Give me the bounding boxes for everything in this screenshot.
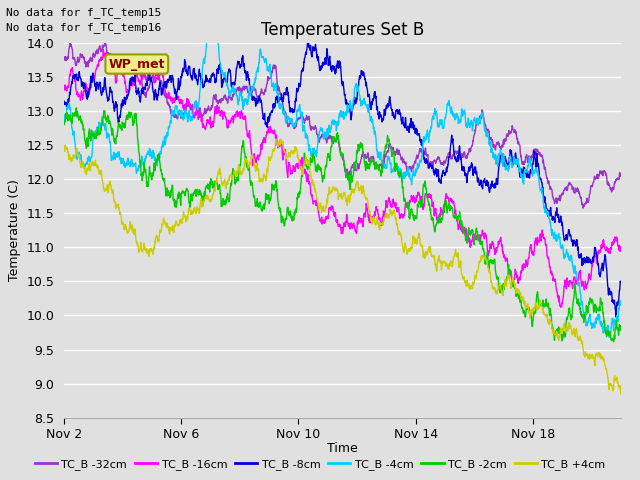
TC_B -32cm	[579, 205, 587, 211]
TC_B -2cm	[601, 325, 609, 331]
TC_B -16cm	[60, 84, 68, 90]
TC_B -32cm	[89, 52, 97, 58]
TC_B -4cm	[211, 20, 218, 26]
TC_B -16cm	[88, 79, 96, 85]
TC_B -32cm	[331, 139, 339, 144]
TC_B -16cm	[99, 47, 107, 52]
TC_B -16cm	[617, 244, 625, 250]
TC_B -32cm	[499, 144, 506, 150]
TC_B -32cm	[617, 173, 625, 179]
TC_B -16cm	[499, 250, 506, 256]
TC_B -2cm	[89, 132, 97, 138]
TC_B -4cm	[601, 321, 609, 327]
TC_B -32cm	[67, 40, 74, 46]
TC_B -16cm	[331, 211, 339, 216]
TC_B +4cm	[617, 391, 625, 396]
Line: TC_B -4cm: TC_B -4cm	[64, 23, 621, 337]
TC_B -2cm	[60, 122, 68, 128]
Title: Temperatures Set B: Temperatures Set B	[260, 21, 424, 39]
TC_B +4cm	[316, 201, 324, 206]
TC_B -2cm	[72, 105, 80, 111]
TC_B -4cm	[88, 147, 96, 153]
Line: TC_B -16cm: TC_B -16cm	[64, 49, 621, 307]
TC_B -32cm	[602, 169, 609, 175]
TC_B -2cm	[601, 324, 609, 330]
TC_B -8cm	[499, 161, 506, 167]
TC_B +4cm	[277, 136, 285, 142]
TC_B -8cm	[316, 68, 324, 73]
TC_B -4cm	[617, 299, 625, 305]
TC_B -16cm	[601, 245, 609, 251]
TC_B -4cm	[499, 163, 506, 169]
TC_B +4cm	[499, 290, 506, 296]
TC_B -32cm	[316, 134, 324, 140]
Line: TC_B -2cm: TC_B -2cm	[64, 108, 621, 342]
TC_B +4cm	[601, 362, 609, 368]
TC_B -32cm	[60, 57, 68, 63]
TC_B -32cm	[601, 168, 609, 174]
TC_B -4cm	[601, 327, 609, 333]
TC_B -8cm	[617, 278, 625, 284]
Text: No data for f_TC_temp16: No data for f_TC_temp16	[6, 22, 162, 33]
TC_B -8cm	[331, 70, 339, 75]
TC_B -16cm	[316, 216, 324, 222]
TC_B -16cm	[602, 246, 609, 252]
TC_B +4cm	[60, 146, 68, 152]
Line: TC_B +4cm: TC_B +4cm	[64, 139, 621, 394]
TC_B -8cm	[612, 314, 620, 320]
TC_B +4cm	[88, 161, 96, 167]
TC_B -4cm	[316, 127, 324, 132]
TC_B -8cm	[304, 36, 312, 42]
TC_B -4cm	[606, 335, 614, 340]
TC_B +4cm	[331, 186, 339, 192]
TC_B -2cm	[610, 339, 618, 345]
TC_B +4cm	[601, 361, 609, 367]
Text: WP_met: WP_met	[109, 58, 165, 71]
TC_B -8cm	[60, 102, 68, 108]
TC_B -16cm	[557, 304, 564, 310]
TC_B -4cm	[331, 120, 339, 125]
Y-axis label: Temperature (C): Temperature (C)	[8, 180, 21, 281]
TC_B -2cm	[617, 323, 625, 329]
TC_B -8cm	[88, 75, 96, 81]
Line: TC_B -8cm: TC_B -8cm	[64, 39, 621, 317]
Line: TC_B -32cm: TC_B -32cm	[64, 43, 621, 208]
TC_B -2cm	[316, 165, 324, 170]
Text: No data for f_TC_temp15: No data for f_TC_temp15	[6, 7, 162, 18]
TC_B -8cm	[601, 256, 609, 262]
TC_B -2cm	[499, 285, 506, 290]
Legend: TC_B -32cm, TC_B -16cm, TC_B -8cm, TC_B -4cm, TC_B -2cm, TC_B +4cm: TC_B -32cm, TC_B -16cm, TC_B -8cm, TC_B …	[30, 455, 610, 474]
TC_B -4cm	[60, 112, 68, 118]
X-axis label: Time: Time	[327, 443, 358, 456]
TC_B -2cm	[331, 139, 339, 144]
TC_B -8cm	[601, 252, 609, 257]
